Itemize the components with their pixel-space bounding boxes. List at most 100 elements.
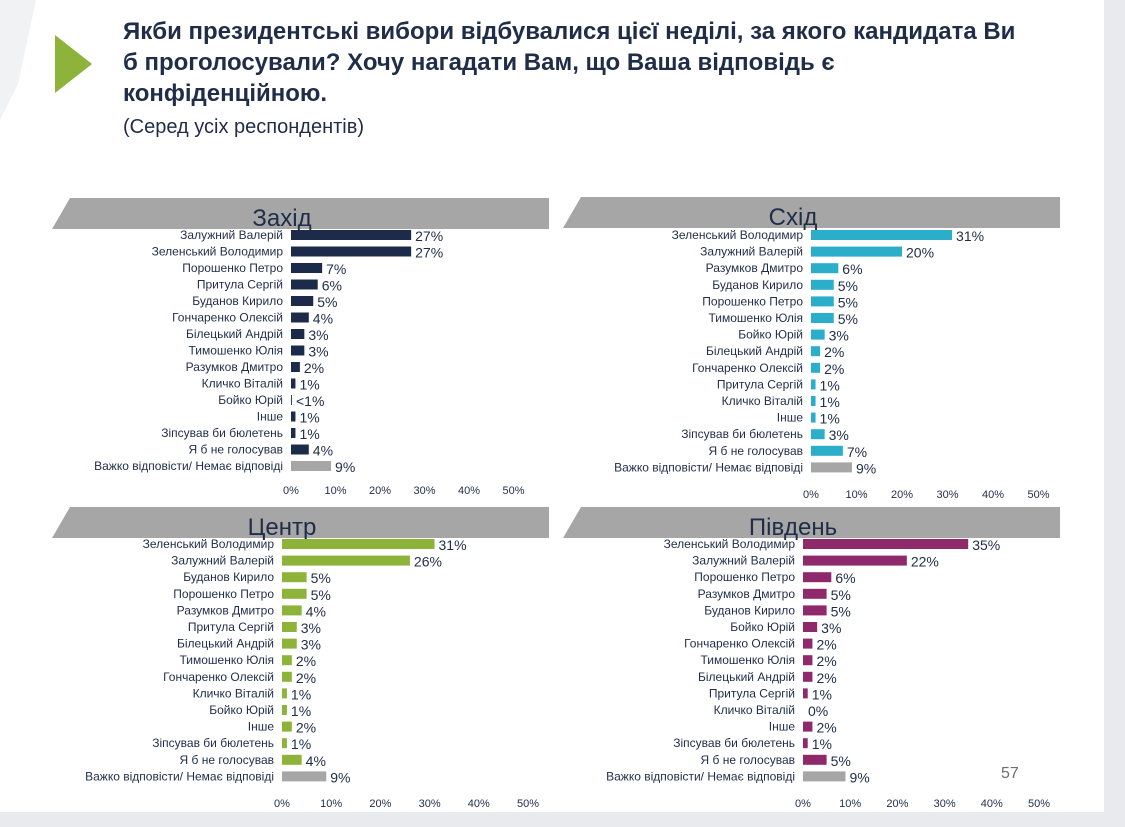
- category-label: Зіпсував би бюлетень: [152, 736, 274, 750]
- category-label: Зеленський Володимир: [672, 228, 804, 242]
- bar: [803, 622, 818, 632]
- bar: [291, 444, 309, 455]
- chart-south: Південь 0% 10% 20% 30% 40% 50% Зеленський Волод…: [563, 507, 1060, 810]
- category-label: Притула Сергій: [197, 278, 283, 292]
- category-label: Інше: [777, 411, 804, 425]
- bar: [291, 345, 305, 356]
- category-label: Білецький Андрій: [698, 670, 795, 684]
- bar: [291, 362, 300, 372]
- data-label: 3%: [308, 327, 328, 343]
- x-tick-label: 20%: [369, 485, 391, 497]
- data-label: 2%: [824, 361, 844, 377]
- data-label: 6%: [322, 278, 342, 294]
- category-label: Важко відповісти/ Немає відповіді: [606, 769, 795, 783]
- category-label: Зіпсував би бюлетень: [161, 426, 283, 440]
- category-label: Кличко Віталій: [722, 394, 803, 408]
- data-label: 5%: [311, 587, 331, 603]
- bar: [811, 296, 834, 307]
- data-label: 7%: [847, 444, 867, 460]
- x-tick-label: 10%: [839, 798, 861, 810]
- data-label: 6%: [835, 570, 855, 586]
- category-label: Буданов Кирило: [712, 278, 803, 292]
- data-label: <1%: [296, 393, 324, 409]
- data-label: 9%: [849, 769, 869, 785]
- bar: [282, 738, 287, 749]
- data-label: 1%: [820, 411, 840, 427]
- chart-title: Південь: [749, 514, 837, 541]
- x-tick-label: 10%: [320, 798, 342, 810]
- x-tick-label: 40%: [468, 798, 490, 810]
- bar: [282, 638, 297, 649]
- x-tick-label: 40%: [982, 489, 1004, 501]
- category-label: Важко відповісти/ Немає відповіді: [614, 460, 803, 474]
- corner-decoration: [0, 0, 92, 120]
- x-tick-label: 30%: [934, 798, 956, 810]
- category-label: Інше: [257, 410, 284, 424]
- data-label: 27%: [415, 245, 443, 261]
- x-tick-label: 40%: [981, 798, 1003, 810]
- panel-header-band: [563, 507, 1060, 538]
- bar: [803, 555, 907, 566]
- data-label: 2%: [296, 670, 316, 686]
- bar: [282, 655, 292, 666]
- category-label: Порошенко Петро: [702, 294, 803, 308]
- category-label: Порошенко Петро: [694, 570, 795, 584]
- category-label: Я б не голосував: [709, 444, 803, 458]
- bar: [811, 462, 852, 473]
- category-label: Буданов Кирило: [704, 603, 795, 617]
- data-label: 3%: [308, 344, 328, 360]
- bar: [282, 754, 302, 765]
- data-label: 2%: [824, 344, 844, 360]
- category-label: Разумков Дмитро: [186, 360, 284, 374]
- category-label: Зеленський Володимир: [143, 537, 275, 551]
- category-label: Залужний Валерій: [692, 554, 795, 568]
- x-tick-label: 50%: [502, 485, 524, 497]
- category-label: Бойко Юрій: [738, 328, 803, 342]
- bar: [811, 329, 825, 340]
- category-label: Кличко Віталій: [202, 377, 283, 391]
- data-label: 2%: [296, 720, 316, 736]
- bar: [282, 605, 302, 616]
- bar: [282, 721, 292, 732]
- data-label: 31%: [439, 537, 467, 553]
- data-label: 5%: [311, 570, 331, 586]
- data-label: 3%: [821, 620, 841, 636]
- page-subtitle: (Серед усіх респондентів): [123, 116, 365, 138]
- x-tick-label: 50%: [1028, 798, 1050, 810]
- x-tick-label: 30%: [419, 798, 441, 810]
- bar: [282, 771, 327, 782]
- x-tick-label: 30%: [413, 485, 435, 497]
- bar: [811, 445, 843, 456]
- chart-title: Центр: [248, 514, 317, 541]
- data-label: 3%: [301, 637, 321, 653]
- bar: [803, 572, 832, 583]
- category-label: Зеленський Володимир: [664, 537, 796, 551]
- bar: [803, 688, 808, 699]
- x-tick-label: 0%: [803, 489, 819, 501]
- bar: [811, 246, 902, 257]
- bar: [803, 539, 969, 549]
- data-label: 3%: [301, 620, 321, 636]
- category-label: Кличко Віталій: [193, 686, 274, 700]
- bar: [803, 605, 827, 616]
- bar: [282, 705, 287, 715]
- data-label: 1%: [291, 703, 311, 719]
- data-label: 9%: [330, 769, 350, 785]
- category-label: Тимошенко Юлія: [180, 653, 275, 667]
- bar: [282, 688, 287, 699]
- bar: [291, 312, 309, 323]
- bar: [803, 754, 827, 765]
- category-label: Зеленський Володимир: [152, 245, 284, 259]
- category-label: Білецький Андрій: [706, 344, 803, 358]
- data-label: 5%: [317, 294, 337, 310]
- x-tick-label: 50%: [1027, 489, 1049, 501]
- page-number: 57: [1001, 765, 1019, 782]
- data-label: 1%: [291, 686, 311, 702]
- data-label: 1%: [291, 736, 311, 752]
- category-label: Залужний Валерій: [171, 554, 274, 568]
- category-label: Інше: [248, 720, 275, 734]
- bar: [291, 329, 305, 339]
- data-label: 20%: [906, 245, 934, 261]
- bar: [282, 622, 297, 632]
- data-label: 2%: [816, 653, 836, 669]
